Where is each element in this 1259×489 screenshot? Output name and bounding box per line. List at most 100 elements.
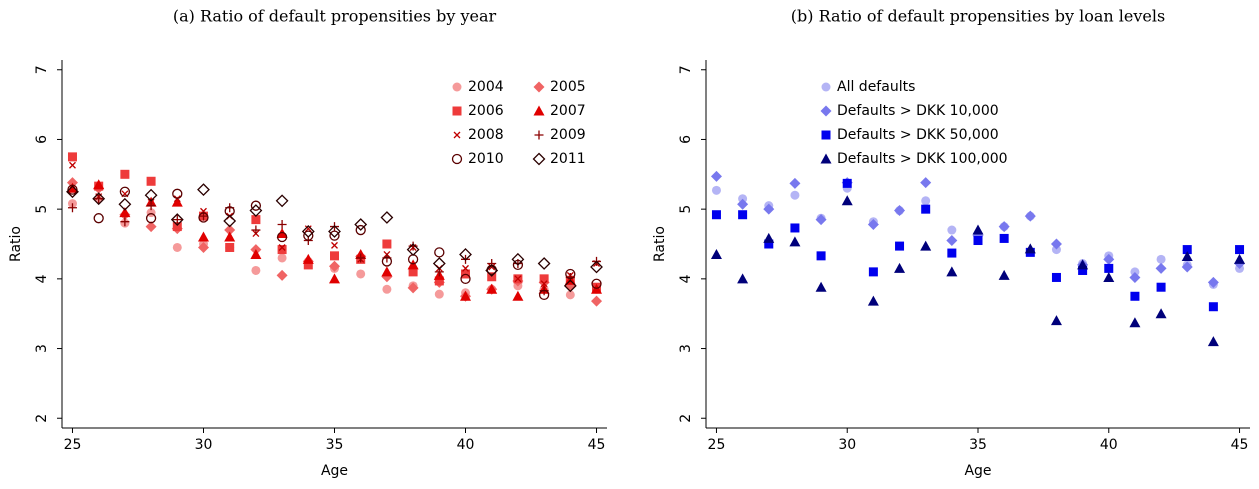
point: [999, 233, 1009, 243]
point: [302, 253, 314, 264]
point: [1050, 238, 1062, 250]
point: [380, 211, 394, 224]
point: [145, 213, 157, 224]
point: [972, 224, 984, 235]
point: [540, 280, 548, 288]
point: [118, 197, 132, 211]
point: [330, 251, 339, 261]
point: [223, 214, 237, 228]
point: [1130, 291, 1140, 301]
point: [329, 273, 340, 284]
point: [93, 179, 105, 190]
y-tick-label: 2: [678, 414, 694, 423]
point: [841, 195, 853, 206]
point: [1156, 282, 1166, 292]
point: [119, 207, 131, 218]
point: [815, 281, 827, 292]
point: [66, 185, 79, 199]
point: [69, 161, 76, 169]
point: [789, 236, 801, 247]
y-tick-label: 3: [34, 344, 50, 353]
point: [1103, 271, 1115, 282]
point: [590, 260, 603, 274]
point: [789, 177, 801, 189]
x-tick-label: 30: [838, 437, 856, 453]
point: [790, 190, 800, 200]
point: [1051, 245, 1061, 255]
legend-label: All defaults: [837, 79, 915, 95]
point: [145, 221, 157, 233]
point: [146, 201, 156, 211]
point: [459, 248, 472, 261]
point: [276, 231, 288, 243]
point: [277, 245, 287, 255]
point: [591, 278, 602, 289]
legend-label: Defaults > DKK 50,000: [837, 127, 999, 143]
point: [120, 217, 130, 227]
point: [120, 169, 130, 179]
y-axis-label: Ratio: [8, 226, 24, 262]
legend-marker: [533, 81, 545, 93]
point: [591, 295, 603, 307]
point: [172, 222, 182, 232]
chart-title: (b) Ratio of default propensities by loa…: [791, 7, 1165, 26]
x-tick-label: 25: [708, 437, 726, 453]
point: [276, 269, 288, 281]
point: [867, 218, 879, 230]
point: [920, 240, 932, 251]
point: [382, 239, 392, 249]
x-axis-label: Age: [321, 463, 348, 479]
legend-label: 2010: [468, 151, 504, 167]
legend-marker: [821, 82, 831, 92]
point: [895, 241, 905, 251]
point: [67, 152, 77, 162]
point: [172, 242, 182, 252]
point: [94, 194, 104, 204]
point: [738, 210, 748, 220]
legend-label: 2005: [550, 79, 586, 95]
point: [355, 224, 366, 236]
point: [1078, 265, 1088, 275]
point: [1181, 251, 1193, 262]
point: [1155, 262, 1167, 274]
point: [1104, 263, 1114, 273]
point: [224, 231, 236, 242]
point: [514, 275, 522, 283]
point: [277, 253, 287, 263]
legend-marker: [453, 131, 461, 139]
point: [331, 241, 338, 249]
point: [198, 212, 209, 223]
point: [1050, 315, 1062, 326]
point: [66, 182, 78, 193]
point: [277, 219, 287, 229]
point: [381, 266, 393, 277]
point: [711, 185, 721, 195]
legend-marker: [452, 82, 462, 92]
point: [538, 289, 550, 301]
point: [565, 290, 575, 300]
point: [512, 259, 524, 271]
point: [92, 192, 106, 206]
x-tick-label: 40: [1100, 437, 1118, 453]
point: [737, 198, 749, 210]
point: [172, 215, 182, 225]
point: [1208, 302, 1218, 312]
point: [408, 241, 418, 251]
point: [511, 252, 525, 266]
point: [251, 225, 261, 235]
point: [1235, 245, 1245, 255]
point: [894, 262, 906, 273]
point: [303, 260, 313, 270]
point: [119, 186, 131, 197]
legend-label: 2007: [550, 103, 586, 119]
point: [894, 205, 906, 217]
point: [354, 218, 368, 231]
point: [67, 184, 78, 195]
point: [1103, 253, 1115, 265]
legend-label: Defaults > DKK 100,000: [837, 151, 1008, 167]
y-axis-label: Ratio: [652, 226, 668, 262]
y-tick-label: 2: [34, 414, 50, 423]
point: [356, 269, 366, 279]
